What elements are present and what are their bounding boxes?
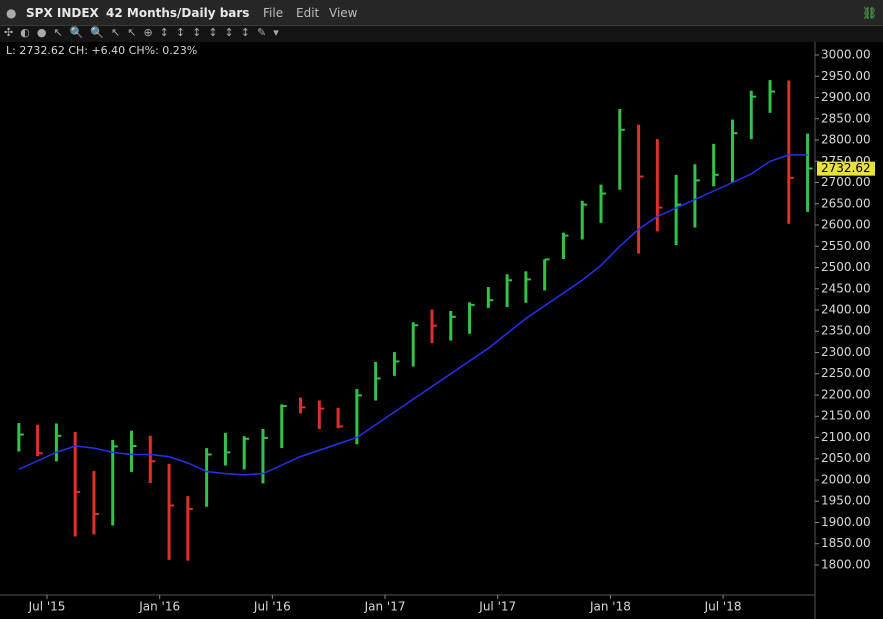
- menu[interactable]: View: [329, 6, 358, 20]
- circle-icon: ●: [6, 6, 17, 20]
- x-tick-label: Jan '17: [364, 600, 406, 614]
- y-tick-label: 2950.00: [821, 69, 871, 83]
- y-tick-label: 1850.00: [821, 536, 871, 550]
- y-tick-label: 2450.00: [821, 281, 871, 295]
- y-tick-label: 2150.00: [821, 409, 871, 423]
- y-tick-label: 2600.00: [821, 218, 871, 232]
- title-bar: ● SPX INDEX 42 Months/Daily bars File Ed…: [0, 0, 883, 26]
- y-tick-label: 2650.00: [821, 196, 871, 210]
- legend-text: L: 2732.62 CH: +6.40 CH%: 0.23%: [6, 44, 197, 57]
- menu[interactable]: Edit: [296, 6, 320, 20]
- last-price-tag: [817, 161, 875, 176]
- x-tick-label: Jul '16: [253, 600, 291, 614]
- y-tick-label: 2400.00: [821, 303, 871, 317]
- last-price-label: 2732.62: [821, 161, 871, 175]
- period[interactable]: 42 Months/Daily bars: [106, 6, 250, 20]
- x-tick-label: Jan '16: [138, 600, 180, 614]
- link-icon[interactable]: ⛓: [862, 6, 878, 20]
- x-tick-label: Jul '18: [704, 600, 742, 614]
- tool-icons[interactable]: ✣◐●↖🔍🔍↖↖⊕↕↕↕↕↕↕✎▾: [4, 26, 286, 39]
- y-tick-label: 1950.00: [821, 494, 871, 508]
- y-tick-label: 1800.00: [821, 557, 871, 571]
- y-tick-label: 3000.00: [821, 48, 871, 62]
- y-tick-label: 2850.00: [821, 111, 871, 125]
- y-tick-label: 2050.00: [821, 451, 871, 465]
- y-tick-label: 2000.00: [821, 472, 871, 486]
- menu[interactable]: File: [263, 6, 284, 20]
- y-tick-label: 2550.00: [821, 239, 871, 253]
- y-tick-label: 2350.00: [821, 324, 871, 338]
- y-tick-label: 2800.00: [821, 133, 871, 147]
- tool-bar: ✣◐●↖🔍🔍↖↖⊕↕↕↕↕↕↕✎▾: [0, 26, 883, 42]
- y-tick-label: 2900.00: [821, 90, 871, 104]
- y-tick-label: 2300.00: [821, 345, 871, 359]
- symbol[interactable]: SPX INDEX: [26, 6, 99, 20]
- y-tick-label: 2200.00: [821, 387, 871, 401]
- moving-average: [18, 154, 808, 476]
- chart: L: 2732.62 CH: +6.40 CH%: 0.23% 1800.00 1…: [0, 42, 875, 619]
- y-tick-label: 2700.00: [821, 175, 871, 189]
- y-tick-label: 2250.00: [821, 366, 871, 380]
- y-tick-label: 1900.00: [821, 515, 871, 529]
- x-tick-label: Jul '17: [478, 600, 516, 614]
- x-tick-label: Jan '18: [589, 600, 631, 614]
- y-tick-label: 2500.00: [821, 260, 871, 274]
- y-tick-label: 2100.00: [821, 430, 871, 444]
- plot-area: [0, 42, 815, 595]
- x-tick-label: Jul '15: [28, 600, 66, 614]
